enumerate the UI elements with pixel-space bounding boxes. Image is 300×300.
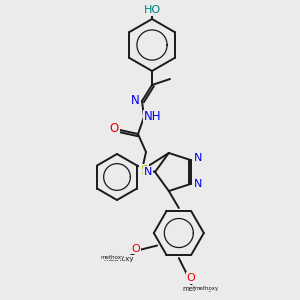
Text: S: S — [140, 164, 148, 178]
Text: methoxy: methoxy — [195, 286, 219, 290]
Text: O: O — [132, 244, 140, 254]
Text: methoxy: methoxy — [183, 286, 213, 292]
Text: methoxy: methoxy — [103, 256, 134, 262]
Text: N: N — [144, 167, 152, 177]
Text: NH: NH — [144, 110, 162, 124]
Text: HO: HO — [143, 5, 161, 15]
Text: O: O — [186, 273, 195, 283]
Text: N: N — [194, 153, 202, 163]
Text: N: N — [194, 179, 202, 189]
Text: O: O — [110, 122, 118, 136]
Text: methoxy: methoxy — [101, 255, 125, 260]
Text: N: N — [130, 94, 140, 107]
